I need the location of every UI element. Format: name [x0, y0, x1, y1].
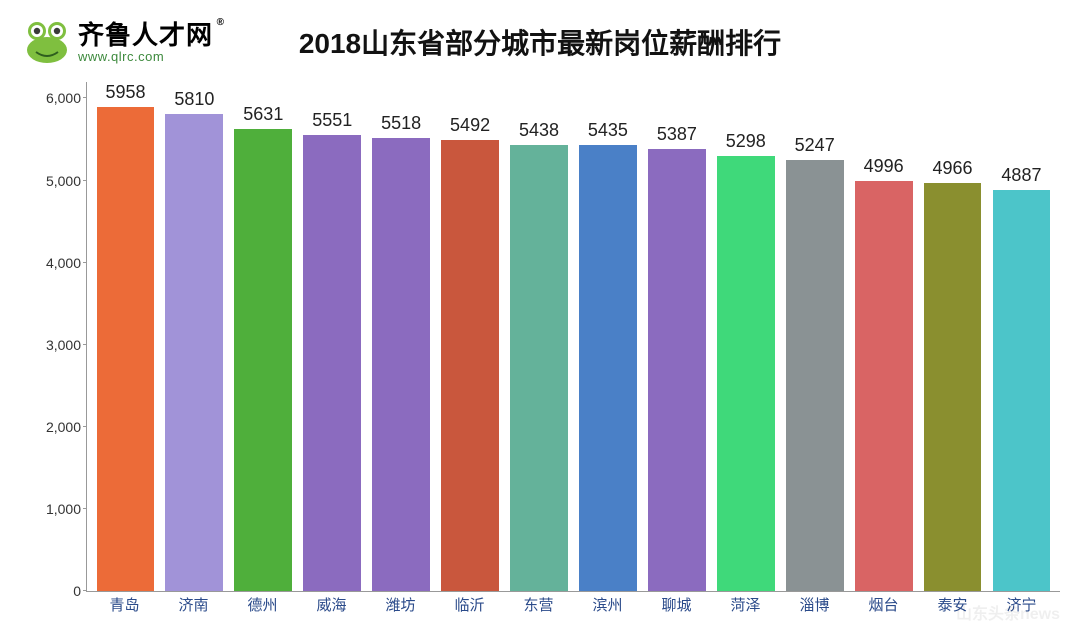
bar-value-label: 5631 — [243, 104, 283, 125]
y-tick-label: 6,000 — [31, 90, 81, 106]
bar-value-label: 5810 — [174, 89, 214, 110]
bar-value-label: 5518 — [381, 113, 421, 134]
bar-slot: 5438 — [505, 82, 574, 591]
x-category-label: 泰安 — [918, 592, 987, 620]
bar-value-label: 5438 — [519, 120, 559, 141]
y-tick-label: 5,000 — [31, 173, 81, 189]
bar-rect — [441, 140, 499, 591]
bar-slot: 5810 — [160, 82, 229, 591]
bar-slot: 5958 — [91, 82, 160, 591]
bar-value-label: 5435 — [588, 120, 628, 141]
bar-value-label: 4996 — [864, 156, 904, 177]
y-tick-label: 3,000 — [31, 337, 81, 353]
x-category-label: 德州 — [228, 592, 297, 620]
x-category-label: 临沂 — [435, 592, 504, 620]
bar-slot: 5387 — [642, 82, 711, 591]
x-category-label: 威海 — [297, 592, 366, 620]
bar-slot: 4887 — [987, 82, 1056, 591]
bar-rect — [510, 145, 568, 591]
bar-value-label: 5551 — [312, 110, 352, 131]
bar-rect — [165, 114, 223, 591]
x-category-label: 菏泽 — [711, 592, 780, 620]
x-category-label: 济宁 — [987, 592, 1056, 620]
bar-slot: 4966 — [918, 82, 987, 591]
bar-rect — [97, 107, 155, 591]
bar-slot: 5518 — [367, 82, 436, 591]
x-category-label: 济南 — [159, 592, 228, 620]
bar-rect — [372, 138, 430, 591]
y-tick-label: 0 — [31, 583, 81, 599]
bar-rect — [786, 160, 844, 591]
bar-value-label: 4966 — [933, 158, 973, 179]
bar-rect — [648, 149, 706, 591]
x-category-label: 青岛 — [90, 592, 159, 620]
x-category-label: 聊城 — [642, 592, 711, 620]
bar-slot: 5247 — [780, 82, 849, 591]
bar-rect — [579, 145, 637, 591]
x-category-label: 烟台 — [849, 592, 918, 620]
x-category-label: 滨州 — [573, 592, 642, 620]
bar-slot: 5551 — [298, 82, 367, 591]
bar-value-label: 5247 — [795, 135, 835, 156]
x-category-label: 淄博 — [780, 592, 849, 620]
chart-title: 2018山东省部分城市最新岗位薪酬排行 — [0, 22, 1080, 62]
bar-value-label: 4887 — [1001, 165, 1041, 186]
bar-slot: 4996 — [849, 82, 918, 591]
bar-value-label: 5298 — [726, 131, 766, 152]
bar-slot: 5631 — [229, 82, 298, 591]
bar-value-label: 5387 — [657, 124, 697, 145]
y-tick-label: 2,000 — [31, 419, 81, 435]
y-tick-label: 1,000 — [31, 501, 81, 517]
bar-value-label: 5492 — [450, 115, 490, 136]
bar-rect — [303, 135, 361, 591]
x-category-label: 东营 — [504, 592, 573, 620]
bar-rect — [234, 129, 292, 591]
bar-slot: 5298 — [711, 82, 780, 591]
bar-rect — [924, 183, 982, 591]
bar-value-label: 5958 — [105, 82, 145, 103]
y-tick-label: 4,000 — [31, 255, 81, 271]
bar-rect — [855, 181, 913, 591]
x-category-label: 潍坊 — [366, 592, 435, 620]
salary-bar-chart: 0 1,000 2,000 3,000 4,000 5,000 6,000 5958 5810 5… — [30, 82, 1060, 620]
bar-slot: 5435 — [573, 82, 642, 591]
bar-rect — [993, 190, 1051, 591]
bar-rect — [717, 156, 775, 591]
bar-slot: 5492 — [436, 82, 505, 591]
